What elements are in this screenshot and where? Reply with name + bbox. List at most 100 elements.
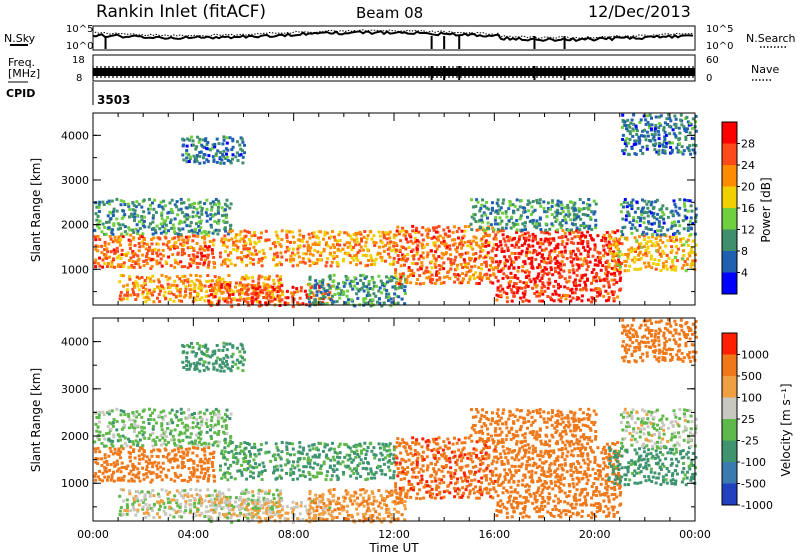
power-cell [273, 252, 276, 256]
power-cell [670, 249, 674, 253]
power-cell [644, 122, 648, 126]
power-cell [152, 226, 156, 230]
power-cell [140, 205, 144, 209]
power-cell [279, 275, 283, 279]
power-cell [155, 262, 159, 266]
velocity-cell [119, 470, 123, 474]
velocity-cell [250, 465, 254, 469]
power-cell [115, 246, 119, 250]
power-cell [528, 250, 532, 254]
power-cell [278, 261, 282, 265]
power-cell [217, 218, 221, 222]
power-cell [670, 150, 674, 154]
velocity-cell [265, 506, 269, 510]
power-cell [630, 118, 634, 122]
power-cell [354, 231, 358, 235]
velocity-cell [352, 444, 356, 448]
power-cell [128, 243, 132, 247]
power-cell [491, 260, 495, 264]
power-cell [552, 237, 556, 241]
power-cell [625, 144, 629, 148]
velocity-cell [259, 472, 263, 476]
power-cell [632, 143, 636, 147]
power-cell [663, 137, 667, 141]
power-cell [496, 230, 500, 234]
power-cell [528, 201, 532, 205]
velocity-cell [339, 462, 343, 466]
power-cell [254, 287, 258, 291]
power-cell [689, 233, 693, 237]
velocity-cell [329, 458, 333, 462]
power-cell [592, 288, 596, 292]
power-cell [636, 216, 640, 219]
power-cell [540, 248, 544, 252]
power-cell [160, 213, 164, 217]
velocity-cell [190, 440, 194, 444]
velocity-cell [355, 469, 358, 473]
power-cell [149, 291, 153, 295]
velocity-cell [112, 433, 116, 437]
power-cell [657, 133, 661, 137]
power-cell [291, 295, 295, 299]
power-cell [156, 278, 160, 282]
power-cell [220, 237, 224, 241]
power-cell [240, 137, 244, 141]
power-cell [292, 247, 295, 251]
power-cell [656, 229, 659, 233]
velocity-cell [174, 453, 178, 457]
power-cell [272, 278, 275, 282]
power-cell [559, 264, 563, 268]
power-cell [206, 159, 210, 163]
velocity-cell [203, 499, 207, 503]
power-cell [355, 263, 359, 267]
power-cell [588, 247, 592, 251]
power-cell [279, 282, 283, 286]
power-cell [663, 121, 667, 125]
velocity-cell [142, 431, 146, 435]
power-cell [668, 132, 672, 136]
power-cell [623, 269, 627, 273]
power-cell [431, 226, 435, 230]
velocity-cell [205, 418, 209, 422]
noise-sky-trace [92, 30, 694, 43]
velocity-cell [137, 503, 141, 507]
power-cell [156, 296, 159, 300]
velocity-cell [246, 461, 250, 465]
velocity-cell [179, 445, 183, 448]
power-cell [550, 205, 554, 208]
power-cell [97, 226, 101, 230]
power-cell [160, 217, 164, 221]
velocity-cell [181, 489, 185, 493]
power-cell [155, 251, 159, 255]
power-cell [210, 208, 214, 212]
velocity-cell [338, 442, 342, 446]
power-cell [194, 147, 198, 151]
power-cell [284, 296, 288, 300]
power-cell [605, 299, 608, 303]
power-cell [234, 233, 238, 237]
power-cell [132, 251, 136, 255]
power-cell [196, 265, 200, 269]
power-cell [657, 220, 661, 224]
power-cell [407, 266, 411, 269]
power-cell [141, 292, 145, 296]
velocity-cell [228, 472, 232, 476]
power-cell [683, 208, 687, 212]
power-cell [662, 217, 665, 221]
power-cell [148, 197, 151, 201]
power-cell [265, 294, 269, 298]
power-cell [593, 263, 597, 267]
power-cell [377, 274, 381, 278]
power-colorbar-tick-label: 24 [741, 159, 755, 172]
power-cell [676, 229, 680, 233]
power-cell [663, 130, 667, 134]
velocity-cell [255, 507, 259, 511]
power-cell [301, 302, 305, 306]
power-cell [145, 262, 149, 265]
velocity-cell [137, 431, 141, 435]
power-cell [382, 233, 386, 237]
power-cell [308, 277, 312, 281]
power-cell [136, 293, 140, 297]
power-cell [250, 252, 254, 256]
velocity-cell [236, 504, 240, 508]
